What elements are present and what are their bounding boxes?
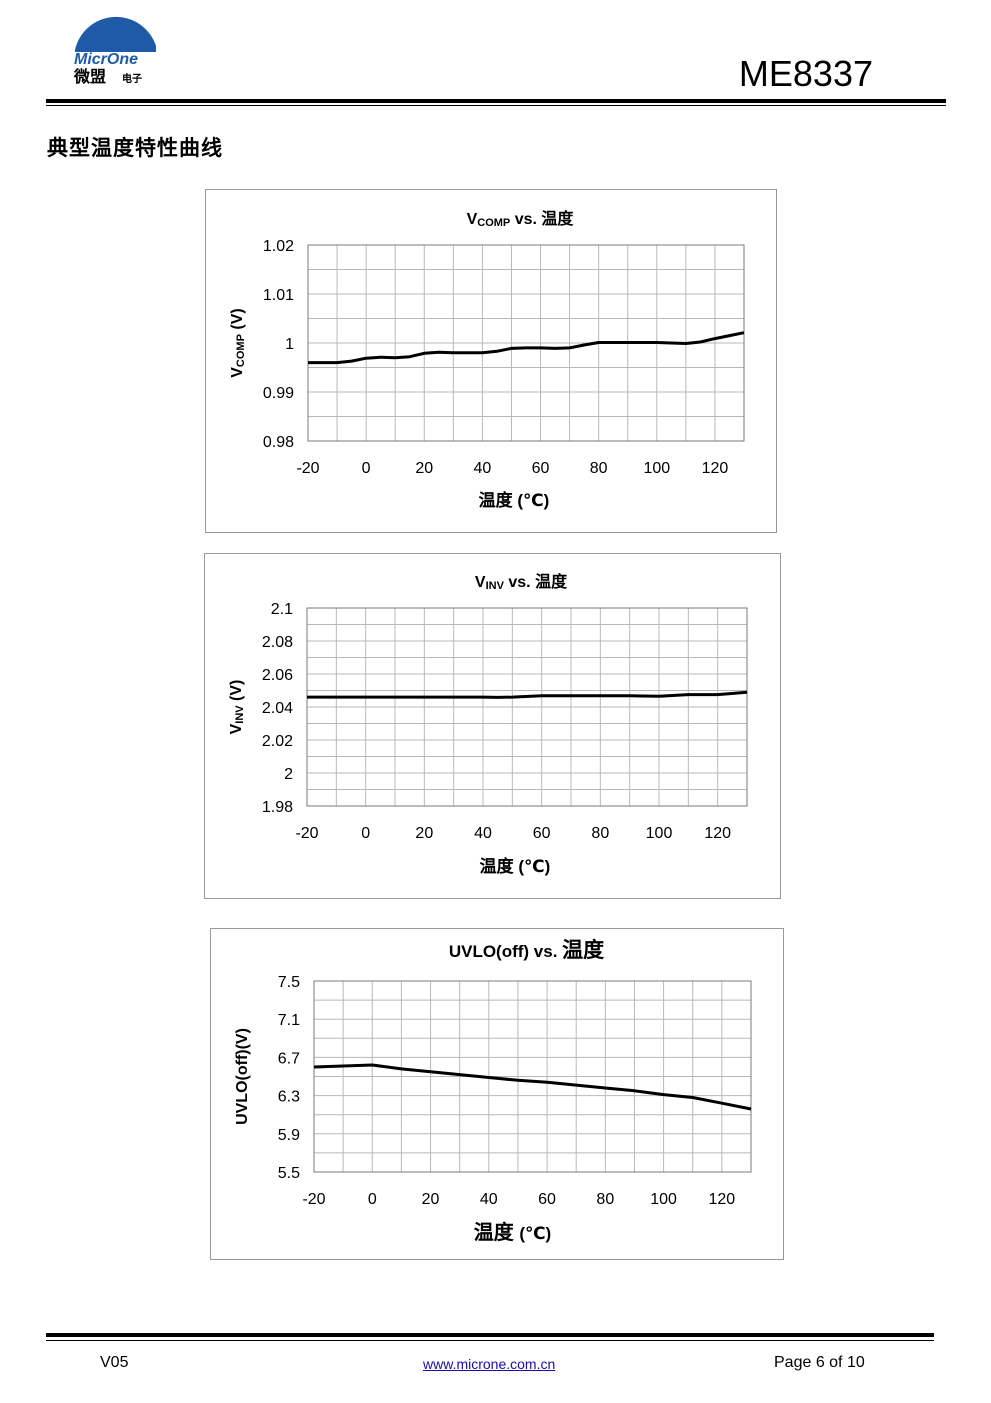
y-tick-label: 2.06 (262, 667, 293, 684)
chart-vinv-svg: -20 0 20 40 60 80 100 120 1.98 2 2.02 2.04 2.06 2.08 2… (228, 572, 748, 876)
footer-page-number: Page 6 of 10 (774, 1354, 865, 1371)
x-tick-label: 120 (704, 825, 731, 842)
x-axis-label: 温度 (℃) (474, 1220, 551, 1244)
x-tick-label: 0 (368, 1191, 377, 1208)
title-rest: vs. 温度 (510, 209, 574, 228)
chart-uvlo: -20 0 20 40 60 80 100 120 5.5 5.9 6.3 6.7 7.1 7.5 UVLO… (210, 928, 784, 1260)
part-number: ME8337 (738, 53, 873, 94)
ylabel-main: V (228, 723, 245, 734)
x-tick-label: 80 (596, 1191, 614, 1208)
title-subscript: COMP (477, 217, 510, 229)
x-tick-label: -20 (302, 1191, 325, 1208)
x-tick-label: 80 (590, 460, 608, 477)
y-tick-label: 7.5 (278, 974, 300, 991)
y-axis-label: UVLO(off)(V) (234, 1028, 251, 1125)
x-tick-label: 100 (643, 460, 670, 477)
series-line (308, 331, 745, 365)
chart-vinv: -20 0 20 40 60 80 100 120 1.98 2 2.02 2.04 2.06 2.08 2… (204, 553, 781, 899)
ylabel-rest: (V) (229, 308, 246, 334)
x-tick-label: 0 (361, 825, 370, 842)
xlabel-cn: 温度 (474, 1220, 515, 1244)
title-main: V (467, 211, 478, 228)
title-rest: vs. 温度 (504, 572, 568, 591)
chart-title: VCOMP vs. 温度 (467, 209, 575, 229)
x-tick-label: 120 (702, 460, 729, 477)
footer-rule-thick (46, 1333, 934, 1337)
y-tick-label: 7.1 (278, 1012, 300, 1029)
x-tick-label: 100 (646, 825, 673, 842)
section-title: 典型温度特性曲线 (47, 136, 223, 160)
title-subscript: INV (486, 580, 505, 592)
x-axis-label: 温度 (℃) (480, 856, 551, 876)
x-tick-label: -20 (295, 825, 318, 842)
y-axis-label: VCOMP (V) (229, 308, 247, 377)
x-tick-label: 40 (474, 825, 492, 842)
y-tick-label: 0.98 (263, 434, 294, 451)
x-tick-label: -20 (296, 460, 319, 477)
x-tick-label: 60 (532, 460, 550, 477)
chart-uvlo-svg: -20 0 20 40 60 80 100 120 5.5 5.9 6.3 6.7 7.1 7.5 UVLO… (234, 938, 752, 1244)
x-tick-label: 0 (362, 460, 371, 477)
y-tick-label: 5.5 (278, 1165, 300, 1182)
y-tick-label: 1 (285, 336, 294, 353)
y-tick-label: 5.9 (278, 1127, 300, 1144)
series-line (307, 690, 748, 699)
x-tick-label: 60 (538, 1191, 556, 1208)
ylabel-subscript: INV (234, 705, 246, 724)
ylabel-rest: (V) (228, 680, 245, 706)
footer-version: V05 (100, 1354, 129, 1371)
y-tick-label: 6.7 (278, 1050, 300, 1067)
plot-area-border (307, 244, 745, 442)
x-tick-label: 80 (591, 825, 609, 842)
ylabel-text: UVLO(off)(V) (234, 1028, 251, 1125)
logo-swoosh (75, 16, 156, 52)
chart-title: VINV vs. 温度 (475, 572, 568, 592)
chart-vcomp: -20 0 20 40 60 80 100 120 0.98 0.99 1 1.01 1.02 VCOMP… (205, 189, 777, 533)
plot-area-border (313, 980, 752, 1173)
company-logo: MicrOne 微盟 电子 (70, 8, 165, 88)
ylabel-main: V (229, 367, 246, 378)
x-tick-label: 20 (415, 825, 433, 842)
title-main: V (475, 574, 486, 591)
title-main: UVLO(off) vs. (449, 942, 562, 961)
chart-title: UVLO(off) vs. 温度 (449, 938, 604, 962)
y-tick-label: 1.01 (263, 287, 294, 304)
x-tick-label: 40 (480, 1191, 498, 1208)
series-line (313, 1063, 752, 1111)
title-cn: 温度 (562, 938, 604, 962)
x-tick-label: 20 (415, 460, 433, 477)
y-axis-label: VINV (V) (228, 680, 246, 735)
x-tick-label: 120 (709, 1191, 736, 1208)
y-tick-label: 2 (284, 766, 293, 783)
x-tick-label: 100 (650, 1191, 677, 1208)
x-tick-label: 20 (422, 1191, 440, 1208)
y-tick-label: 2.02 (262, 733, 293, 750)
chart-vcomp-svg: -20 0 20 40 60 80 100 1200.980.9911.011.02VCOMP… (229, 209, 745, 510)
y-tick-label: 1.02 (263, 238, 294, 255)
logo-text-en: MicrOne (74, 51, 138, 68)
y-tick-label: 2.08 (262, 634, 293, 651)
x-tick-label: 40 (474, 460, 492, 477)
logo-text-cn: 微盟 (73, 67, 106, 86)
y-tick-label: 1.98 (262, 799, 293, 816)
x-tick-label: 60 (533, 825, 551, 842)
y-tick-label: 0.99 (263, 385, 294, 402)
y-tick-label: 2.04 (262, 700, 293, 717)
y-tick-label: 2.1 (271, 601, 293, 618)
header-rule-thin (46, 105, 946, 106)
plot-area-border (306, 607, 748, 807)
header-rule-thick (46, 99, 946, 103)
website-link[interactable]: www.microne.com.cn (423, 1356, 556, 1372)
x-axis-label: 温度 (℃) (479, 490, 550, 510)
ylabel-subscript: COMP (235, 334, 247, 367)
logo-text-cn-sub: 电子 (122, 72, 142, 85)
y-tick-label: 6.3 (278, 1089, 300, 1106)
footer-rule-thin (46, 1340, 934, 1341)
xlabel-unit: (℃) (519, 1224, 551, 1243)
